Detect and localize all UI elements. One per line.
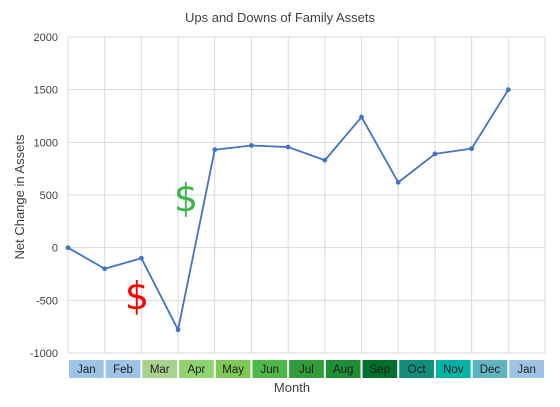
month-band <box>399 360 434 378</box>
grid <box>67 36 546 354</box>
month-band <box>289 360 324 378</box>
x-tick-label: Feb <box>113 364 133 376</box>
month-band <box>325 360 361 378</box>
y-tick-label: 500 <box>40 190 58 202</box>
y-axis-ticks: 2000 1500 1000 500 0 -500 -1000 <box>30 32 58 360</box>
data-point <box>432 151 438 157</box>
x-tick-label: Mar <box>150 364 170 376</box>
x-axis-label: Month <box>274 380 310 395</box>
x-tick-label: Nov <box>443 364 464 376</box>
data-point <box>212 147 218 153</box>
dollar-annotation: $ <box>125 274 149 318</box>
x-tick-label: Sep <box>370 364 390 376</box>
y-tick-label: 1500 <box>34 85 58 97</box>
month-band <box>215 360 251 378</box>
y-tick-label: -1000 <box>30 348 58 360</box>
x-tick-label: Oct <box>408 364 427 376</box>
month-band <box>142 360 178 378</box>
month-band <box>509 360 544 378</box>
month-band <box>105 360 141 378</box>
data-point <box>175 327 181 333</box>
data-point <box>102 266 108 272</box>
month-band <box>472 360 508 378</box>
dollar-annotation: $ <box>174 176 198 220</box>
month-band <box>252 360 288 378</box>
y-tick-label: 0 <box>52 243 58 255</box>
chart-title: Ups and Downs of Family Assets <box>185 10 376 25</box>
x-tick-label: Jan <box>77 364 96 376</box>
data-point <box>469 146 475 152</box>
x-tick-label: Apr <box>187 364 205 376</box>
y-axis-label: Net Change in Assets <box>12 134 27 260</box>
data-point <box>505 87 511 93</box>
y-tick-label: 1000 <box>34 137 58 149</box>
month-band <box>362 360 398 378</box>
x-tick-label: Jan <box>517 364 536 376</box>
x-tick-label: Dec <box>480 364 501 376</box>
month-band <box>435 360 471 378</box>
data-point <box>359 114 364 120</box>
month-band <box>179 360 214 378</box>
data-point <box>65 245 71 251</box>
x-tick-label: Aug <box>333 364 353 376</box>
x-axis-month-bands: Jan Feb Mar Apr May Jun Jul Aug Sep Oct Nov Dec Jan <box>69 360 544 378</box>
data-point <box>285 144 291 150</box>
y-tick-label: 2000 <box>34 32 58 44</box>
annotations: $$ <box>125 176 198 318</box>
y-tick-label: -500 <box>36 295 58 307</box>
x-tick-label: May <box>222 364 244 376</box>
series-layer <box>65 87 511 333</box>
data-point <box>249 143 254 148</box>
data-point <box>138 255 144 261</box>
month-band <box>69 360 104 378</box>
data-point <box>395 179 401 185</box>
x-tick-label: Jun <box>261 364 280 376</box>
data-point <box>322 157 328 163</box>
x-tick-label: Jul <box>299 364 314 376</box>
